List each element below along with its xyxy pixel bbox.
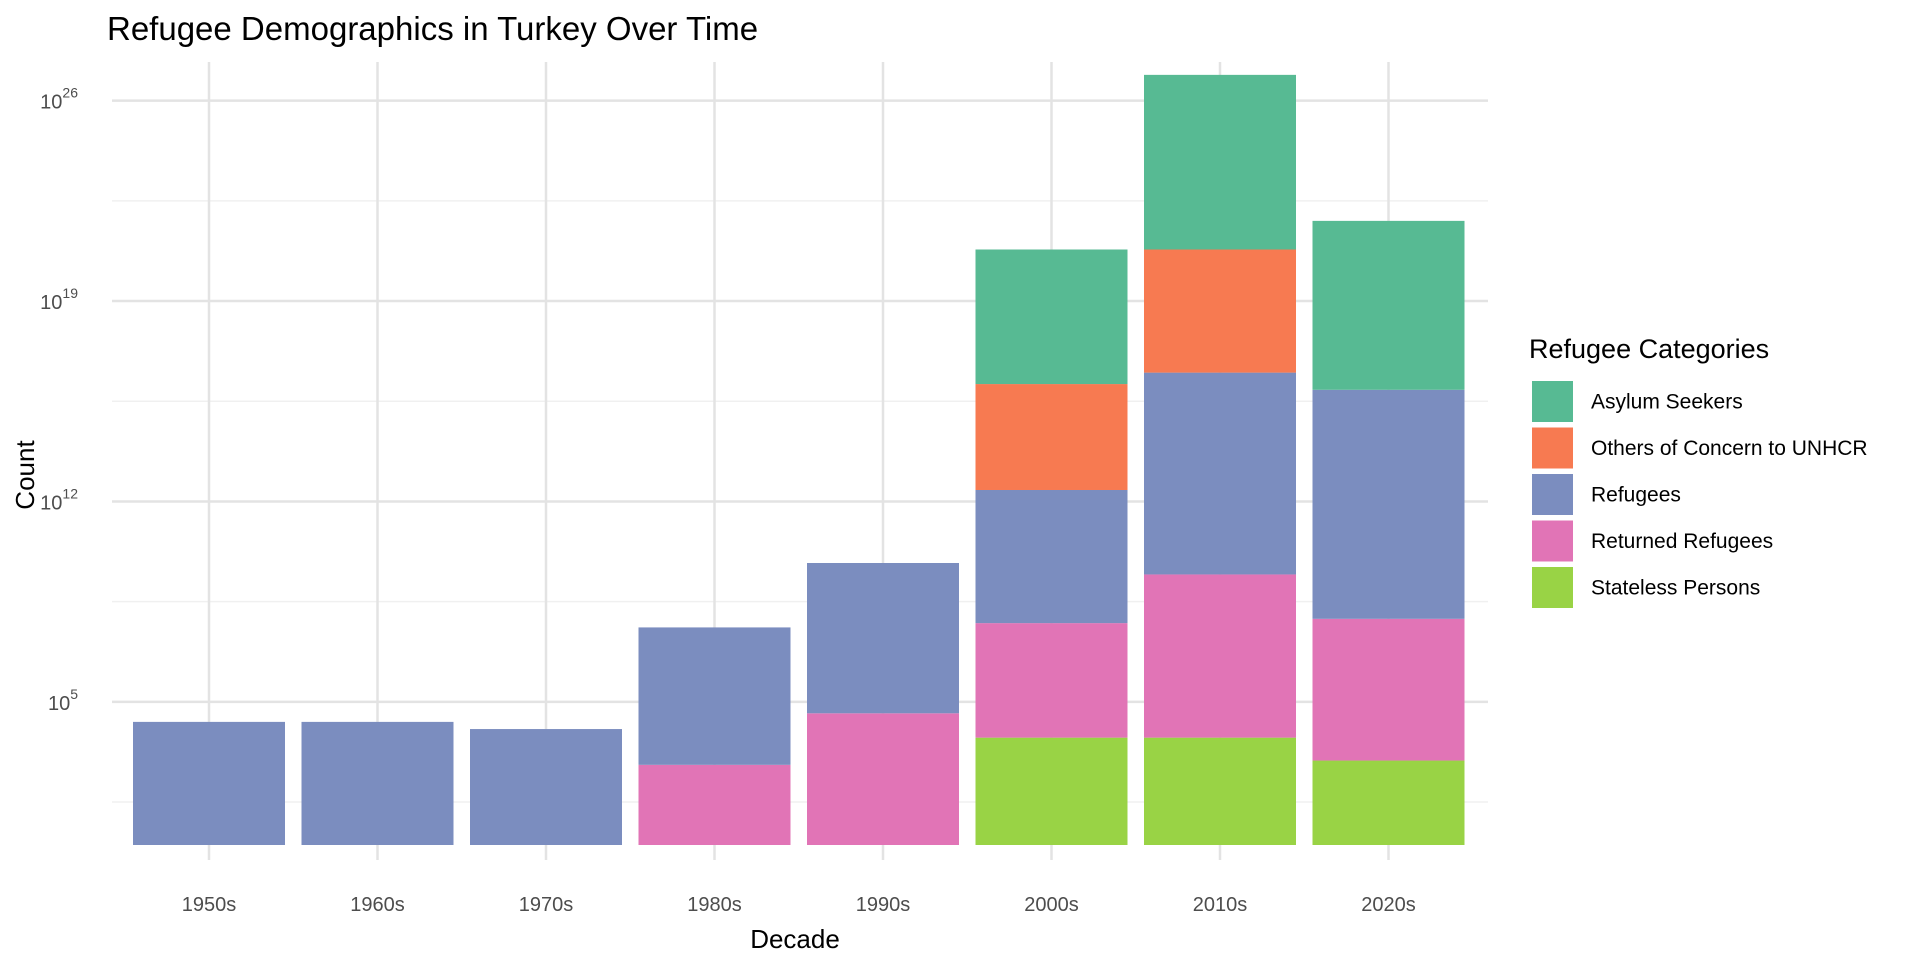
bar-refugees-2020s bbox=[1312, 389, 1465, 619]
bar-stateless-persons-2000s bbox=[975, 737, 1128, 845]
legend-key-refugees bbox=[1532, 474, 1573, 515]
bar-refugees-2010s bbox=[1144, 372, 1296, 575]
legend-label-refugees: Refugees bbox=[1591, 484, 1681, 507]
y-tick-label: 1019 bbox=[40, 285, 78, 314]
legend-label-others-of-concern-to-unhcr: Others of Concern to UNHCR bbox=[1591, 437, 1868, 460]
x-tick-label: 1990s bbox=[856, 894, 911, 916]
bar-others-of-concern-to-unhcr-2000s bbox=[975, 384, 1128, 490]
legend-label-returned-refugees: Returned Refugees bbox=[1591, 530, 1773, 553]
y-tick-label: 1026 bbox=[40, 85, 78, 114]
x-tick-label: 2000s bbox=[1024, 894, 1079, 916]
bar-returned-refugees-1990s bbox=[807, 713, 959, 845]
bar-refugees-1990s bbox=[807, 562, 959, 714]
bar-asylum-seekers-2010s bbox=[1144, 74, 1296, 250]
bar-stateless-persons-2010s bbox=[1144, 737, 1296, 845]
bar-refugees-2000s bbox=[975, 489, 1128, 624]
legend-title: Refugee Categories bbox=[1529, 334, 1769, 364]
legend-label-asylum-seekers: Asylum Seekers bbox=[1591, 391, 1743, 414]
bar-returned-refugees-2000s bbox=[975, 623, 1128, 738]
y-axis-ticks: 105 1012 1019 1026 bbox=[40, 85, 78, 715]
bar-returned-refugees-1980s bbox=[638, 764, 791, 845]
bars bbox=[133, 74, 1465, 845]
y-axis-title: Count bbox=[10, 440, 40, 510]
bar-refugees-1950s bbox=[133, 721, 285, 845]
legend-key-asylum-seekers bbox=[1532, 381, 1573, 422]
x-tick-label: 1970s bbox=[519, 894, 574, 916]
bar-returned-refugees-2020s bbox=[1312, 618, 1465, 761]
bar-others-of-concern-to-unhcr-2010s bbox=[1144, 249, 1296, 373]
legend-key-others-of-concern-to-unhcr bbox=[1532, 427, 1573, 469]
bar-refugees-1970s bbox=[470, 729, 622, 845]
legend-key-returned-refugees bbox=[1532, 520, 1573, 562]
x-tick-label: 2020s bbox=[1361, 894, 1416, 916]
bar-stateless-persons-2020s bbox=[1312, 760, 1465, 845]
bar-asylum-seekers-2000s bbox=[975, 249, 1128, 385]
legend: Asylum Seekers Others of Concern to UNHCR… bbox=[1532, 381, 1868, 608]
bar-refugees-1980s bbox=[638, 627, 791, 765]
y-tick-label: 105 bbox=[48, 686, 78, 715]
x-tick-label: 1960s bbox=[350, 894, 405, 916]
x-tick-label: 1980s bbox=[687, 894, 742, 916]
x-tick-label: 2010s bbox=[1193, 894, 1248, 916]
legend-label-stateless-persons: Stateless Persons bbox=[1591, 577, 1760, 600]
bar-refugees-1960s bbox=[301, 721, 454, 845]
x-axis-title: Decade bbox=[750, 924, 840, 954]
chart-title: Refugee Demographics in Turkey Over Time bbox=[107, 10, 758, 47]
bar-returned-refugees-2010s bbox=[1144, 574, 1296, 738]
y-tick-label: 1012 bbox=[40, 485, 78, 514]
bar-asylum-seekers-2020s bbox=[1312, 220, 1465, 390]
x-axis-ticks: 1950s 1960s 1970s 1980s 1990s 2000s 2010s 2020s bbox=[182, 894, 1416, 916]
legend-key-stateless-persons bbox=[1532, 567, 1573, 608]
x-tick-label: 1950s bbox=[182, 894, 237, 916]
